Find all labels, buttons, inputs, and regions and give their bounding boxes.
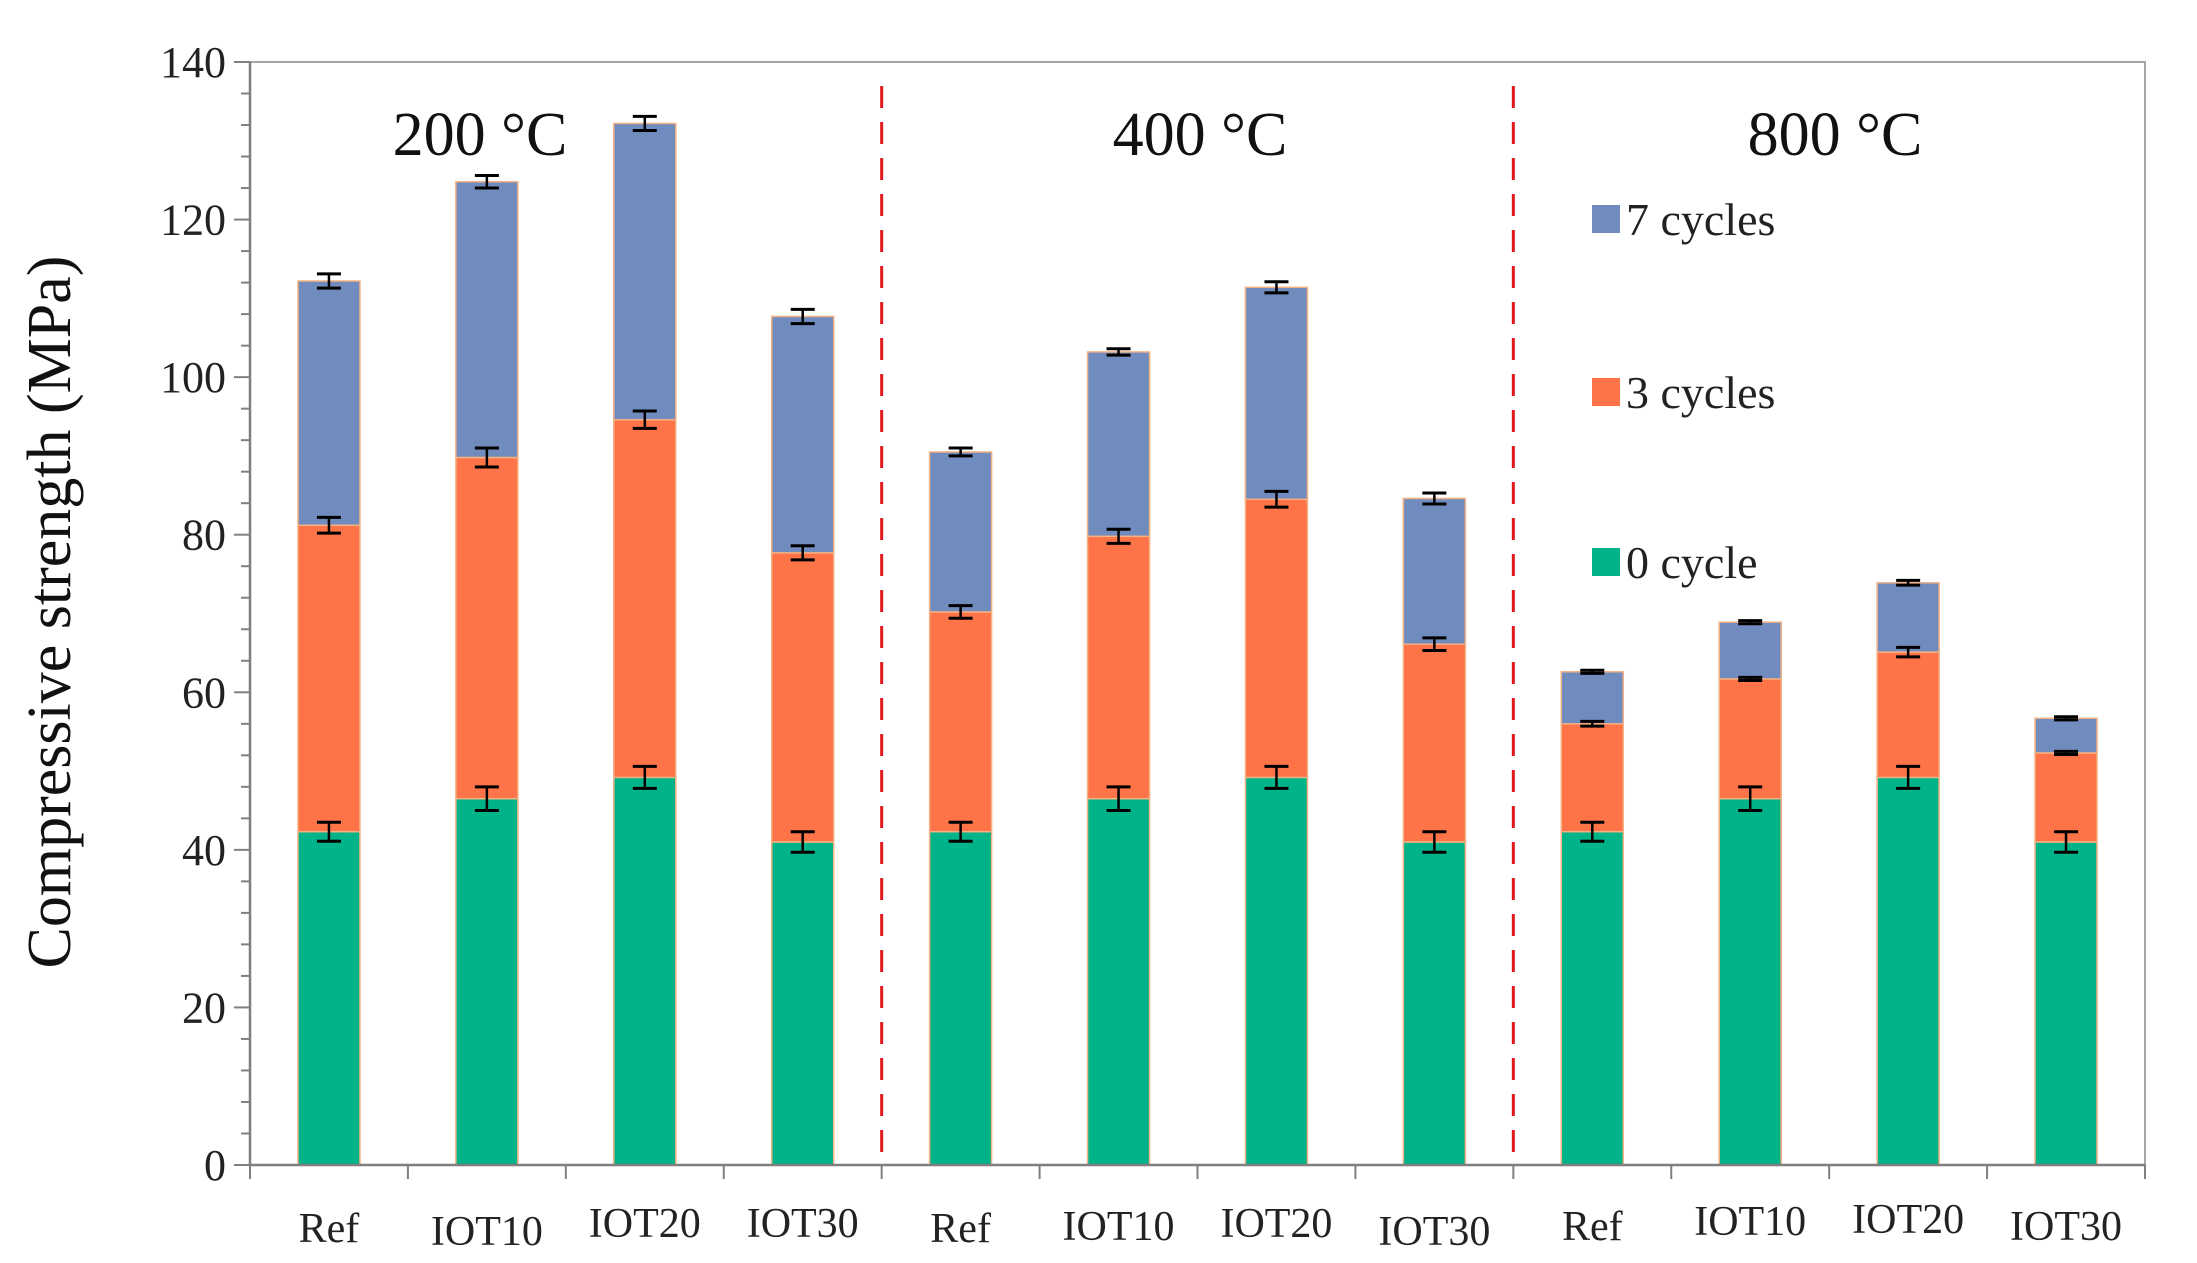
group-title: 400 °C [1113, 101, 1288, 169]
y-tick-label: 20 [182, 983, 226, 1032]
x-category-label: Ref [930, 1206, 991, 1252]
bar-segment-7-cycles-1 [455, 181, 519, 459]
bar-segment-7-cycles-4 [928, 451, 993, 613]
group-titles: 200 °C 400 °C 800 °C [393, 101, 1923, 169]
y-tick-label: 120 [160, 196, 226, 245]
bar-segment-3-cycles-5 [1086, 535, 1151, 800]
x-category-label: Ref [1562, 1204, 1623, 1250]
bar-segment-0-cycle-10 [1876, 776, 1940, 1166]
y-tick-label: 0 [204, 1141, 226, 1190]
bar-segment-7-cycles-5 [1086, 351, 1151, 538]
bar-segment-0-cycle-0 [297, 830, 361, 1166]
bar-segment-0-cycle-3 [770, 841, 835, 1166]
bar-segment-3-cycles-0 [297, 524, 361, 833]
bars [297, 122, 2098, 1166]
group-title: 200 °C [393, 101, 568, 169]
bar-segment-7-cycles-9 [1718, 621, 1782, 680]
y-tick-labels: 0 20 40 60 80 100 120 140 [160, 38, 226, 1190]
bar-segment-3-cycles-10 [1876, 651, 1940, 779]
bar-segment-7-cycles-8 [1560, 671, 1625, 725]
bar-segment-3-cycles-11 [2034, 752, 2098, 843]
bar-segment-3-cycles-6 [1244, 498, 1309, 779]
y-tick-label: 80 [182, 511, 226, 560]
bar-segment-0-cycle-8 [1560, 830, 1625, 1166]
y-tick-label: 40 [182, 826, 226, 875]
x-category-label: IOT30 [747, 1201, 859, 1247]
x-category-label: IOT10 [1063, 1204, 1175, 1250]
bar-segment-0-cycle-7 [1402, 841, 1467, 1166]
legend-label: 7 cycles [1626, 194, 1775, 245]
x-category-label: IOT20 [1220, 1201, 1332, 1247]
legend-label: 0 cycle [1626, 537, 1758, 588]
bar-segment-0-cycle-5 [1086, 797, 1151, 1166]
group-title: 800 °C [1748, 101, 1923, 169]
bar-segment-0-cycle-6 [1244, 776, 1309, 1166]
legend-swatch [1592, 548, 1620, 576]
y-tick-label: 140 [160, 38, 226, 87]
x-tick-labels: Ref IOT10 IOT20 IOT30 Ref IOT10 IOT20 IOT30 Ref I… [299, 1197, 2122, 1255]
legend-swatch [1592, 205, 1620, 233]
axes [234, 61, 2146, 1179]
x-category-label: IOT20 [589, 1201, 701, 1247]
x-category-label: Ref [299, 1206, 360, 1252]
bar-segment-0-cycle-11 [2034, 841, 2098, 1166]
y-tick-label: 100 [160, 353, 226, 402]
bar-segment-3-cycles-4 [928, 611, 993, 833]
legend: 7 cycles 3 cycles 0 cycle [1592, 194, 1775, 588]
bar-segment-7-cycles-11 [2034, 717, 2098, 754]
bar-segment-3-cycles-9 [1718, 678, 1782, 800]
bar-segment-0-cycle-1 [455, 797, 519, 1166]
bar-segment-7-cycles-0 [297, 280, 361, 527]
y-axis-label: Compressive strength (MPa) [16, 256, 84, 969]
legend-label: 3 cycles [1626, 367, 1775, 418]
plot-frame [249, 61, 2146, 1166]
y-tick-label: 60 [182, 668, 226, 717]
x-category-label: IOT20 [1852, 1197, 1964, 1243]
bar-segment-7-cycles-10 [1876, 582, 1940, 653]
error-bars [316, 114, 2079, 854]
bar-segment-7-cycles-6 [1244, 286, 1309, 501]
bar-segment-3-cycles-8 [1560, 723, 1625, 833]
bar-segment-0-cycle-4 [928, 830, 993, 1166]
x-category-label: IOT30 [1378, 1209, 1490, 1255]
bar-segment-3-cycles-2 [613, 418, 677, 779]
legend-swatch [1592, 378, 1620, 406]
bar-segment-0-cycle-9 [1718, 797, 1782, 1166]
x-category-label: IOT30 [2010, 1204, 2122, 1250]
bar-segment-3-cycles-1 [455, 456, 519, 800]
bar-segment-7-cycles-3 [770, 315, 835, 554]
bar-segment-7-cycles-7 [1402, 497, 1467, 645]
bar-segment-0-cycle-2 [613, 776, 677, 1166]
x-category-label: IOT10 [431, 1209, 543, 1255]
bar-segment-3-cycles-3 [770, 552, 835, 843]
bar-segment-7-cycles-2 [613, 122, 677, 421]
bar-segment-3-cycles-7 [1402, 643, 1467, 843]
x-category-label: IOT10 [1694, 1199, 1806, 1245]
